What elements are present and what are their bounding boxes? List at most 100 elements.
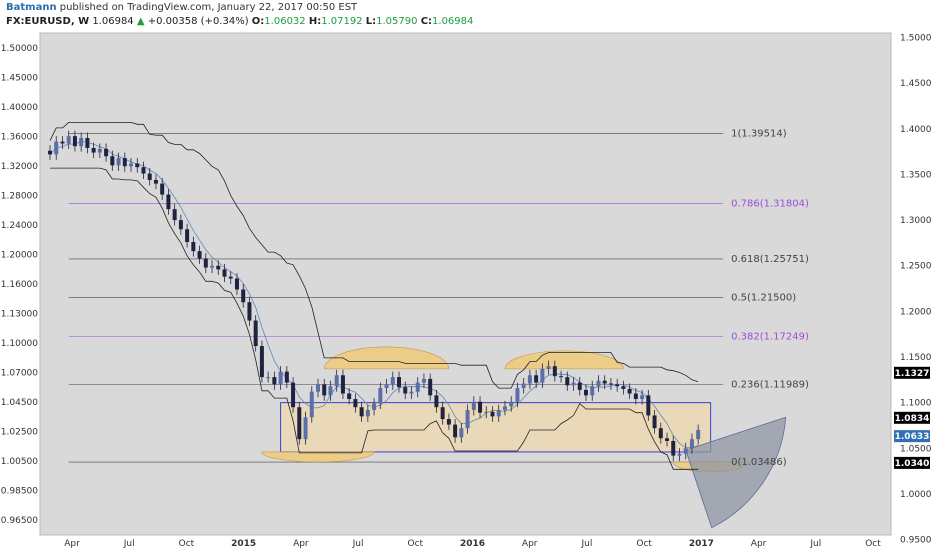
price-tag-0: 1.1327 [895,369,930,379]
candle-body [191,242,196,252]
candle-body [602,380,607,384]
candle-body [266,377,271,379]
candle-body [48,150,52,155]
fib-label-6: 0(1.03486) [731,457,787,468]
candle-body [247,302,252,321]
h-label: H: [308,16,322,27]
left-y-tick: 1.02500 [1,428,38,438]
candle-body [85,137,90,149]
x-tick: 2017 [689,539,714,549]
candle-body [434,395,439,408]
candle-body [583,389,588,396]
candle-body [110,156,115,166]
right-y-tick: 1.3000 [900,216,932,226]
candle-body [253,320,258,347]
low-value: 1.05790 [376,16,418,27]
open-value: 1.06032 [264,16,306,27]
last-price: 1.06984 [92,16,134,27]
candle-body [334,375,339,387]
l-label: L: [365,16,377,27]
candle-body [502,406,507,410]
left-y-tick: 1.32000 [1,162,38,172]
up-triangle-icon: ▲ [136,16,145,27]
candle-body [590,386,595,396]
left-y-tick: 1.04500 [1,398,38,408]
candle-body [484,411,489,413]
right-y-tick: 1.4500 [900,79,932,89]
candle-body [278,371,283,385]
candle-body [303,417,308,440]
candle-body [147,173,152,180]
candle-body [241,289,246,303]
price-tag-1: 1.0834 [895,414,930,424]
fib-label-4: 0.382(1.17249) [731,331,809,342]
candle-body [559,376,564,378]
left-y-tick: 1.00500 [1,457,38,467]
candle-body [160,183,165,195]
candle-body [297,407,302,440]
candle-body [627,388,632,394]
consolidation-box [280,402,712,453]
candle-body [440,407,445,420]
price-tag-box-2 [894,430,930,443]
right-y-tick: 1.0500 [900,444,932,454]
candle-body [409,391,414,394]
fib-label-2: 0.618(1.25751) [731,254,809,265]
candle-body [384,384,389,389]
candle-body [66,136,71,144]
left-y-tick: 1.13000 [1,310,38,320]
author-name[interactable]: Batmann [6,2,57,13]
candle-body [596,380,601,387]
candle-body [291,382,296,408]
candle-body [365,409,370,417]
candle-body [322,384,327,396]
candle-body [546,366,551,369]
candle-body [216,265,221,270]
candle-body [552,366,557,377]
left-y-tick: 1.45000 [1,74,38,84]
candle-body [129,163,134,167]
candle-body [453,424,458,438]
candle-body [72,136,77,147]
left-y-tick: 1.28000 [1,192,38,202]
left-y-tick: 1.20000 [1,251,38,261]
candle-body [421,378,426,383]
candle-body [153,179,158,184]
candle-body [577,382,582,390]
candle-body [378,388,383,404]
candle-body [515,388,520,402]
candle-body [359,407,364,417]
candle-body [328,386,333,396]
x-tick: Jul [123,539,135,549]
candle-body [571,382,576,386]
candle-body [284,371,289,383]
right-y-tick: 1.1000 [900,399,932,409]
candle-body [54,141,59,155]
left-y-tick: 1.16000 [1,280,38,290]
x-tick: Apr [64,539,80,549]
candle-body [521,383,526,389]
left-y-tick: 1.24000 [1,221,38,231]
price-tag-3: 1.0340 [895,459,930,469]
candle-body [689,439,694,449]
candle-body [166,194,171,210]
candle-body [185,229,190,243]
candle-body [234,278,239,290]
candle-body [210,265,215,268]
price-tag-2: 1.0633 [895,432,930,442]
candle-body [397,377,402,388]
donchian-lower-line [50,167,699,470]
published-text: published on TradingView.com, January 22… [59,2,358,13]
fib-label-1: 0.786(1.31804) [731,199,809,210]
candle-body [116,158,121,166]
candle-body [203,258,208,268]
candle-body [490,411,495,417]
right-y-tick: 1.4000 [900,125,932,135]
candle-body [309,391,314,418]
candle-body [671,440,676,456]
left-y-tick: 0.96500 [1,516,38,526]
candle-body [534,375,539,383]
candle-body [403,387,408,394]
ohlc-row: FX:EURUSD, W 1.06984 ▲ +0.00358 (+0.34%)… [6,16,473,27]
